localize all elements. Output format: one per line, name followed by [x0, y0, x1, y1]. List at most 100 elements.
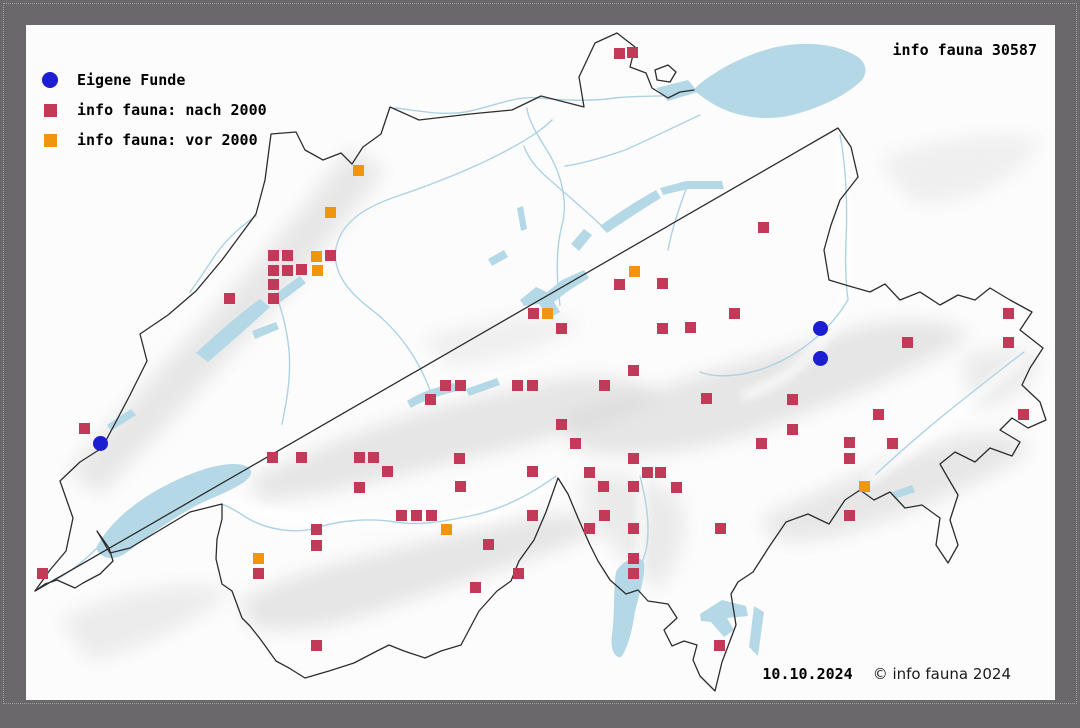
observation-marker-nach-2000 [627, 480, 639, 492]
observation-marker-nach-2000 [684, 321, 696, 333]
legend-symbol [33, 103, 67, 117]
observation-marker-nach-2000 [410, 509, 422, 521]
observation-marker-nach-2000 [728, 307, 740, 319]
legend-label: info fauna: nach 2000 [77, 101, 267, 119]
observation-marker-nach-2000 [569, 437, 581, 449]
lake-murten [252, 322, 279, 339]
observation-marker-vor-2000 [311, 264, 323, 276]
lake-brienz [466, 378, 500, 396]
observation-marker-nach-2000 [627, 452, 639, 464]
observation-marker-nach-2000 [714, 522, 726, 534]
lake-maggiore [611, 558, 645, 658]
observation-marker-nach-2000 [627, 522, 639, 534]
observation-marker-nach-2000 [324, 249, 336, 261]
observation-marker-nach-2000 [526, 379, 538, 391]
observation-marker-nach-2000 [901, 336, 913, 348]
observation-marker-nach-2000 [757, 221, 769, 233]
observation-marker-nach-2000 [252, 567, 264, 579]
observation-marker-vor-2000 [440, 523, 452, 535]
observation-marker-nach-2000 [454, 480, 466, 492]
legend-label: info fauna: vor 2000 [77, 131, 258, 149]
lake-biel [272, 276, 306, 304]
blue-circle-icon [42, 72, 58, 88]
observation-marker-nach-2000 [469, 581, 481, 593]
observation-marker-nach-2000 [583, 466, 595, 478]
observation-marker-nach-2000 [353, 451, 365, 463]
observation-marker-nach-2000 [597, 480, 609, 492]
observation-marker-nach-2000 [381, 465, 393, 477]
observation-marker-nach-2000 [1002, 307, 1014, 319]
observation-marker-nach-2000 [281, 249, 293, 261]
observation-marker-vor-2000 [628, 265, 640, 277]
observation-marker-nach-2000 [223, 292, 235, 304]
observation-marker-nach-2000 [281, 264, 293, 276]
observation-marker-nach-2000 [627, 364, 639, 376]
observation-marker-vor-2000 [324, 206, 336, 218]
observation-marker-nach-2000 [598, 379, 610, 391]
red-square-icon [43, 103, 57, 117]
observation-marker-nach-2000 [555, 418, 567, 430]
lake-sempach [488, 250, 508, 266]
observation-marker-nach-2000 [266, 451, 278, 463]
observation-marker-nach-2000 [598, 509, 610, 521]
observation-marker-nach-2000 [395, 509, 407, 521]
orange-square-icon [43, 133, 57, 147]
lake-zug [571, 229, 592, 251]
observation-marker-eigene-funde [812, 320, 828, 336]
switzerland-map [34, 32, 1047, 692]
observation-marker-nach-2000 [627, 552, 639, 564]
observation-marker-nach-2000 [511, 379, 523, 391]
lake-constance [694, 43, 866, 119]
observation-marker-nach-2000 [627, 567, 639, 579]
observation-marker-vor-2000 [252, 552, 264, 564]
observation-marker-nach-2000 [310, 539, 322, 551]
observation-marker-nach-2000 [755, 437, 767, 449]
observation-marker-nach-2000 [526, 509, 538, 521]
observation-marker-nach-2000 [872, 408, 884, 420]
observation-marker-vor-2000 [352, 164, 364, 176]
observation-marker-nach-2000 [843, 452, 855, 464]
lake-sils [892, 485, 915, 499]
observation-marker-nach-2000 [713, 639, 725, 651]
lake-walensee [660, 181, 724, 195]
observation-marker-nach-2000 [656, 277, 668, 289]
observation-marker-nach-2000 [613, 47, 625, 59]
legend-item-nach-2000: info fauna: nach 2000 [33, 95, 267, 125]
lake-neuchatel [196, 299, 270, 362]
observation-marker-vor-2000 [858, 480, 870, 492]
observation-marker-nach-2000 [353, 481, 365, 493]
map-date: 10.10.2024 [762, 665, 853, 683]
observation-marker-nach-2000 [843, 509, 855, 521]
lake-untersee [656, 80, 698, 101]
observation-marker-nach-2000 [555, 322, 567, 334]
observation-marker-nach-2000 [267, 278, 279, 290]
observation-marker-nach-2000 [786, 393, 798, 405]
observation-marker-nach-2000 [654, 466, 666, 478]
observation-marker-nach-2000 [700, 392, 712, 404]
observation-marker-nach-2000 [267, 264, 279, 276]
copyright: © info fauna 2024 [872, 665, 1011, 683]
legend-symbol [33, 133, 67, 147]
observation-marker-nach-2000 [482, 538, 494, 550]
observation-marker-nach-2000 [843, 436, 855, 448]
observation-marker-nach-2000 [613, 278, 625, 290]
observation-marker-nach-2000 [626, 46, 638, 58]
observation-marker-vor-2000 [310, 250, 322, 262]
observation-marker-nach-2000 [1017, 408, 1029, 420]
observation-marker-eigene-funde [92, 435, 108, 451]
observation-marker-nach-2000 [425, 509, 437, 521]
lake-zurich [600, 190, 661, 233]
observation-marker-nach-2000 [310, 523, 322, 535]
relief-shading [60, 136, 1040, 660]
legend-label: Eigene Funde [77, 71, 186, 89]
observation-marker-nach-2000 [527, 307, 539, 319]
observation-marker-nach-2000 [78, 422, 90, 434]
observation-marker-nach-2000 [583, 522, 595, 534]
observation-marker-nach-2000 [1002, 336, 1014, 348]
observation-marker-nach-2000 [512, 567, 524, 579]
observation-marker-nach-2000 [36, 567, 48, 579]
observation-marker-nach-2000 [439, 379, 451, 391]
observation-marker-nach-2000 [424, 393, 436, 405]
map-title: info fauna 30587 [892, 41, 1038, 59]
